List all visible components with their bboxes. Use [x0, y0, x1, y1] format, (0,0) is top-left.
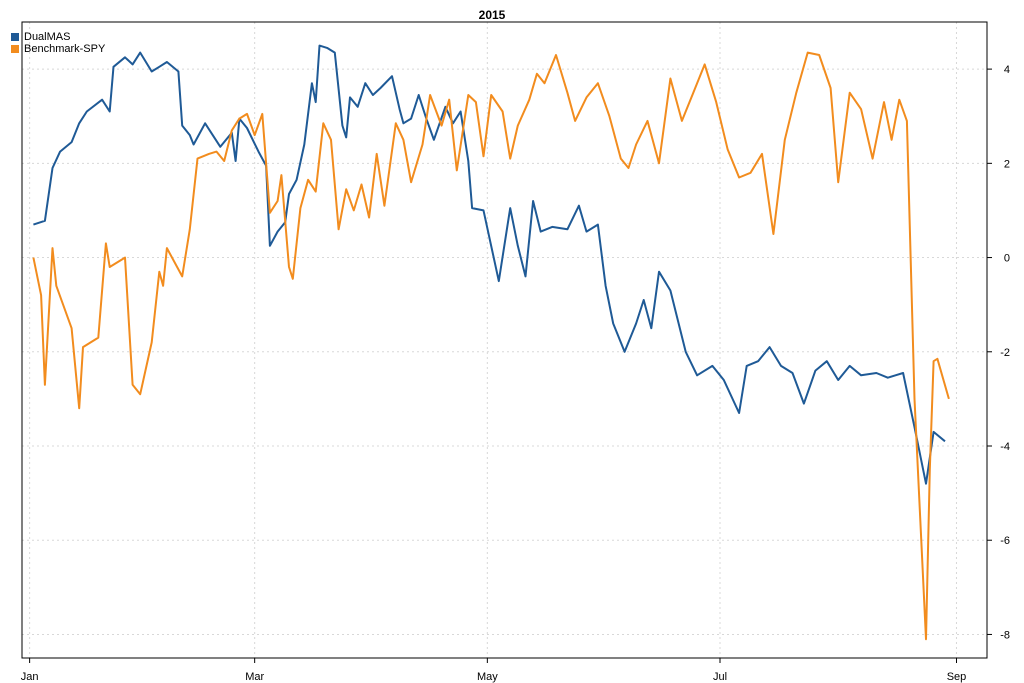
- y-tick-label: -6: [1000, 535, 1010, 547]
- series-layer: [32, 44, 950, 641]
- x-tick-label: Mar: [245, 671, 264, 683]
- legend-swatch-dualmas: [11, 33, 19, 41]
- x-axis: Jan Mar May Jul Sep: [21, 658, 967, 683]
- legend-label-benchmark-spy: Benchmark-SPY: [24, 43, 106, 55]
- legend-swatch-benchmark-spy: [11, 45, 19, 53]
- legend-label-dualmas: DualMAS: [24, 31, 70, 43]
- x-tick-label: May: [477, 671, 498, 683]
- chart-title: 2015: [479, 8, 506, 22]
- x-tick-label: Jul: [713, 671, 727, 683]
- y-tick-label: -8: [1000, 629, 1010, 641]
- y-tick-label: 4: [1004, 64, 1010, 76]
- grid-lines: [22, 22, 987, 658]
- x-tick-label: Sep: [947, 671, 967, 683]
- y-tick-label: 0: [1004, 253, 1010, 265]
- y-tick-label: -2: [1000, 347, 1010, 359]
- y-axis: 4 2 0 -2 -4 -6 -8: [987, 64, 1010, 641]
- x-tick-label: Jan: [21, 671, 39, 683]
- y-tick-label: 2: [1004, 158, 1010, 170]
- y-tick-label: -4: [1000, 441, 1010, 453]
- plot-frame: [21, 21, 988, 659]
- legend: DualMAS Benchmark-SPY: [11, 31, 106, 55]
- series-line-dualmas: [33, 44, 946, 485]
- series-line-benchmark-spy: [32, 51, 950, 641]
